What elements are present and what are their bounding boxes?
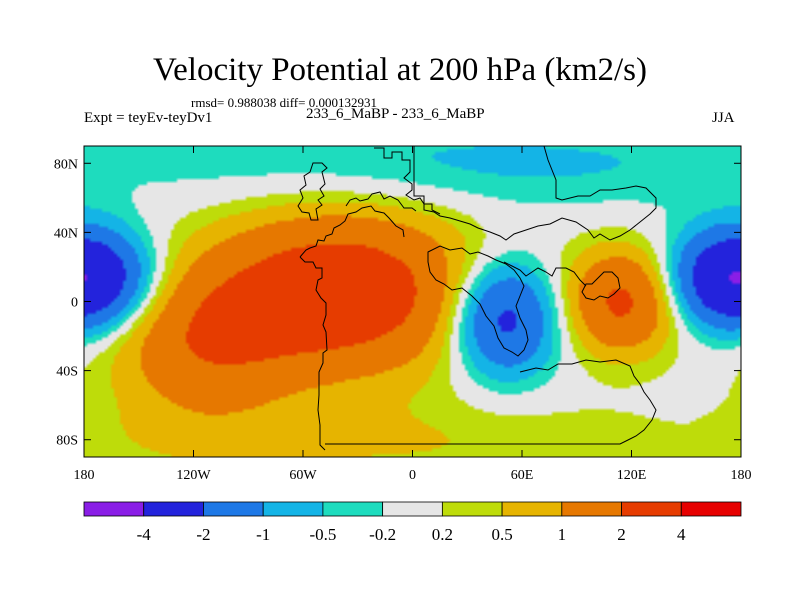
y-tick-label: 0 xyxy=(71,296,78,311)
stats-label: rmsd= 0.988038 diff= 0.000132931 xyxy=(191,95,377,110)
colorbar-label: 0.2 xyxy=(432,525,453,544)
x-tick-label: 180 xyxy=(74,468,95,483)
colorbar-label: 4 xyxy=(677,525,686,544)
colorbar-label: -0.2 xyxy=(369,525,396,544)
x-tick-label: 120W xyxy=(176,468,211,483)
season-label: JJA xyxy=(712,110,735,126)
y-tick-label: 80S xyxy=(56,434,78,449)
coast-south-america-north xyxy=(299,205,405,258)
colorbar-swatch xyxy=(262,501,324,517)
x-tick-label: 120E xyxy=(617,468,647,483)
colorbar-label: 1 xyxy=(558,525,567,544)
coast-eurasia xyxy=(413,146,657,241)
colorbar-swatch xyxy=(680,501,742,517)
colorbar-swatch xyxy=(322,501,384,517)
colorbar-label: -0.5 xyxy=(309,525,336,544)
y-tick-label: 40N xyxy=(54,226,78,241)
y-tick-label: 80N xyxy=(54,157,78,172)
colorbar-swatch xyxy=(83,501,145,517)
run-comparison-label: 233_6_MaBP - 233_6_MaBP xyxy=(306,106,485,122)
colorbar-swatch xyxy=(382,501,443,517)
colorbar-swatch xyxy=(501,501,563,517)
experiment-label: Expt = teyEv-teyDv1 xyxy=(84,110,213,126)
colorbar-swatch xyxy=(561,501,622,517)
x-tick-label: 60W xyxy=(289,468,317,483)
coast-australia xyxy=(500,359,657,445)
chart-title: Velocity Potential at 200 hPa (km2/s) xyxy=(152,52,648,88)
coast-southeast-asia xyxy=(581,271,621,301)
x-tick-label: 0 xyxy=(409,468,416,483)
coast-arabia xyxy=(503,261,587,287)
coast-central-america xyxy=(297,162,328,221)
colorbar-label: 2 xyxy=(617,525,626,544)
x-tick-label: 60E xyxy=(511,468,534,483)
coast-north-america-east xyxy=(345,191,417,212)
y-tick-label: 40S xyxy=(56,365,78,380)
colorbar-label: -4 xyxy=(137,525,152,544)
coastline-outline xyxy=(297,146,657,451)
colorbar-label: -1 xyxy=(256,525,270,544)
colorbar-label: -2 xyxy=(196,525,210,544)
velocity-potential-field xyxy=(84,146,741,457)
colorbar-swatch xyxy=(143,501,204,517)
colorbar-swatch xyxy=(441,501,503,517)
x-tick-label: 180 xyxy=(731,468,752,483)
coast-africa xyxy=(427,245,529,357)
colorbar-label: 0.5 xyxy=(491,525,512,544)
colorbar-swatch xyxy=(621,501,682,517)
coast-south-america xyxy=(299,256,328,451)
colorbar-swatch xyxy=(203,501,264,517)
